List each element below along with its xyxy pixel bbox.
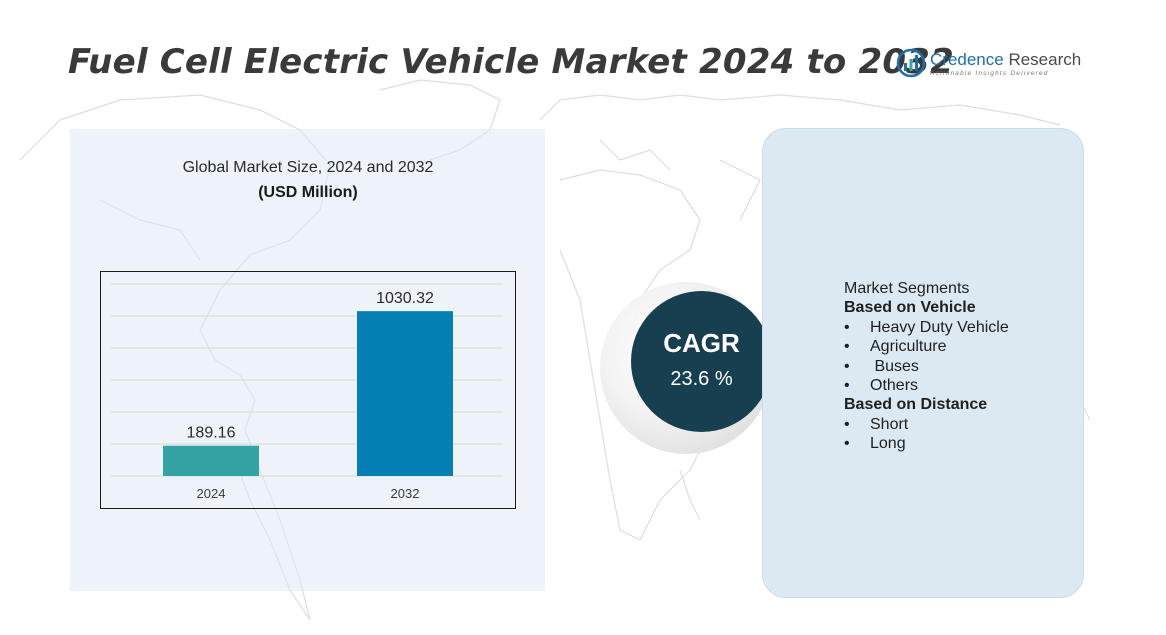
cagr-label: CAGR xyxy=(663,328,740,358)
bar-chart-canvas: 189.16 2024 1030.32 2032 xyxy=(111,283,503,501)
segment-item: Others xyxy=(844,376,1009,396)
logo-tagline: Actionable Insights Delivered xyxy=(930,70,1049,77)
segment-item: Heavy Duty Vehicle xyxy=(844,318,1009,338)
chart-title: Global Market Size, 2024 and 2032 xyxy=(182,159,434,176)
bar-2032 xyxy=(357,311,453,476)
segments-list: Market Segments Based on Vehicle Heavy D… xyxy=(844,279,1009,454)
chart-unit: (USD Million) xyxy=(258,184,358,201)
cagr-value: 23.6 % xyxy=(670,368,733,390)
segment-item: Short xyxy=(844,415,1009,435)
x-tick-label-2032: 2032 xyxy=(391,486,420,501)
credence-research-logo: Credence Research Actionable Insights De… xyxy=(896,48,1086,84)
logo-name: Credence Research xyxy=(930,50,1081,70)
data-label-2032: 1030.32 xyxy=(376,290,434,307)
bar-chart: 189.16 2024 1030.32 2032 xyxy=(100,271,516,509)
segment-item: Long xyxy=(844,434,1009,454)
segment-group-title: Based on Distance xyxy=(844,396,988,414)
logo-bars-icon xyxy=(896,48,926,78)
segments-heading: Market Segments xyxy=(844,280,970,297)
market-size-panel xyxy=(70,129,545,591)
logo-name-part2: Research xyxy=(1003,50,1082,69)
segment-item: Agriculture xyxy=(844,337,1009,357)
segment-group-title: Based on Vehicle xyxy=(844,299,976,317)
segment-item: Buses xyxy=(844,357,1009,377)
page-title: Fuel Cell Electric Vehicle Market 2024 t… xyxy=(68,42,954,82)
bar-2024 xyxy=(163,445,259,476)
logo-name-part1: Credence xyxy=(930,50,1004,69)
cagr-circle xyxy=(631,291,772,432)
data-label-2024: 189.16 xyxy=(187,425,236,442)
x-tick-label-2024: 2024 xyxy=(197,486,226,501)
